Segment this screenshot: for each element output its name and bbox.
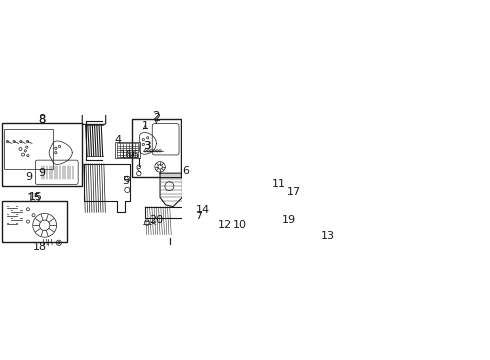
Text: 10: 10 (232, 220, 246, 230)
Text: 16: 16 (120, 149, 133, 159)
Text: 7: 7 (196, 211, 203, 221)
Bar (115, 141, 140, 158)
Bar (223, 181, 251, 221)
Text: 4: 4 (114, 135, 121, 145)
Text: 9: 9 (25, 172, 32, 182)
Text: 11: 11 (272, 179, 286, 189)
Text: 2: 2 (153, 113, 160, 123)
Text: 19: 19 (281, 215, 295, 225)
Text: 2: 2 (152, 110, 160, 123)
Bar (253, 231, 307, 242)
Text: 3: 3 (144, 141, 150, 151)
Text: 9: 9 (38, 168, 45, 178)
Text: 8: 8 (38, 113, 46, 126)
Text: 16: 16 (126, 149, 140, 159)
Text: 14: 14 (196, 206, 210, 215)
Text: 15: 15 (28, 192, 42, 202)
Text: 6: 6 (183, 166, 190, 176)
Bar (2, 201, 67, 242)
Text: 8: 8 (38, 115, 45, 125)
Text: 5: 5 (122, 176, 129, 186)
Text: 15: 15 (27, 192, 42, 204)
Text: 20: 20 (149, 215, 163, 225)
Bar (2, 123, 82, 186)
Text: 18: 18 (33, 242, 47, 252)
Bar (220, 179, 254, 224)
Text: 12: 12 (218, 220, 232, 230)
Text: 3: 3 (144, 141, 150, 151)
Text: 17: 17 (287, 187, 301, 197)
Text: 1: 1 (142, 121, 148, 131)
Bar (4, 129, 53, 170)
Text: 13: 13 (321, 231, 335, 242)
Bar (132, 119, 180, 177)
